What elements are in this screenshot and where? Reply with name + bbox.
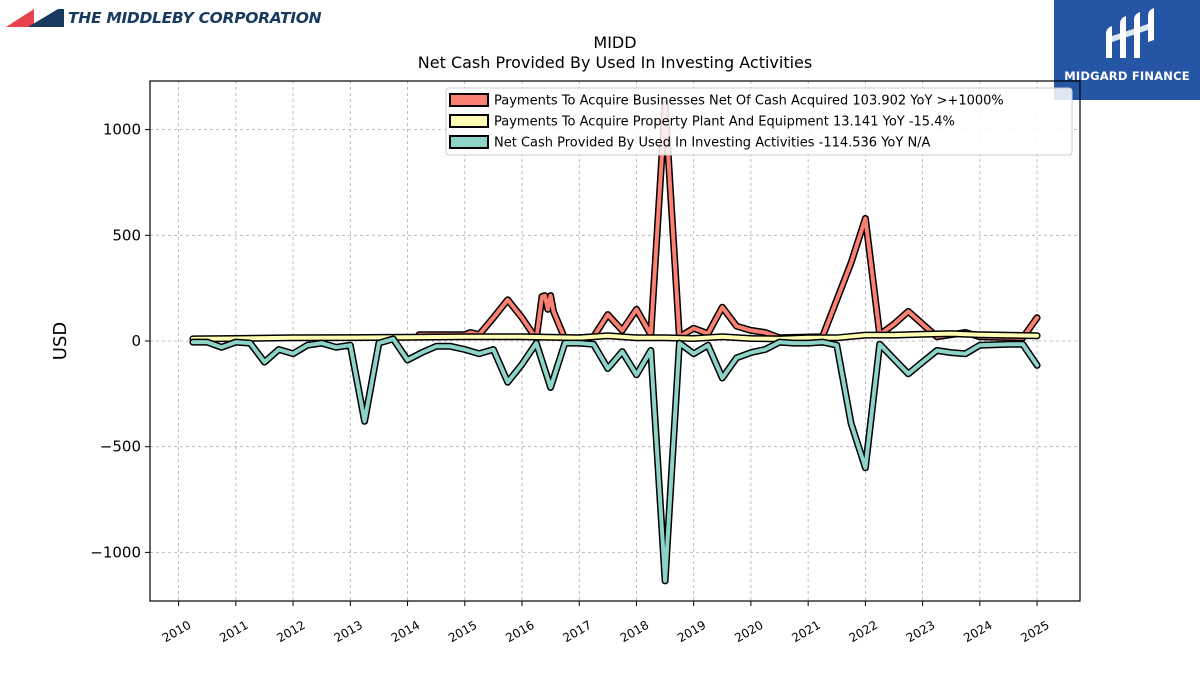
x-tick-label: 2023 [904,618,937,645]
series-line-3 [190,336,1040,583]
chart-title: MIDD [593,33,636,52]
y-axis-label: USD [50,322,71,360]
legend: Payments To Acquire Businesses Net Of Ca… [445,87,1073,156]
x-tick-label: 2022 [847,618,880,645]
legend-box [445,87,1073,156]
legend-label-1: Payments To Acquire Businesses Net Of Ca… [494,94,1004,109]
y-tick-label: −500 [100,438,141,456]
brand-right-text: MIDGARD FINANCE [1064,69,1190,83]
x-tick-label: 2016 [503,618,536,645]
series-line-2 [190,331,1040,341]
x-tick-label: 2012 [274,618,307,645]
x-tick-label: 2018 [618,618,651,645]
x-tick-label: 2011 [217,618,250,645]
x-tick-label: 2017 [561,618,594,645]
chart-subtitle: Net Cash Provided By Used In Investing A… [418,53,812,72]
series-outline-3 [189,335,1041,585]
x-tick-label: 2021 [789,618,822,645]
x-tick-label: 2014 [389,618,422,645]
brand-left-text: THE MIDDLEBY CORPORATION [68,9,322,27]
y-tick-label: −1000 [90,543,141,561]
brand-logo-left: THE MIDDLEBY CORPORATION [6,6,322,30]
legend-label-3: Net Cash Provided By Used In Investing A… [494,136,931,151]
red-navy-triangles-icon [6,9,64,27]
x-tick-label: 2024 [961,618,994,645]
legend-swatch-1 [449,93,489,107]
x-tick-label: 2013 [332,618,365,645]
y-tick-label: 1000 [103,121,141,139]
y-tick-label: 500 [112,226,141,244]
y-tick-label: 0 [131,332,141,350]
x-tick-label: 2025 [1018,618,1051,645]
series-layer [189,100,1041,585]
legend-swatch-3 [449,135,489,149]
x-axis: 2010 2011 2012 2013 2014 2015 2016 2017 2018 2019… [160,601,1052,645]
midgard-m-icon [1106,8,1154,58]
y-axis: −1000 −500 0 500 1000 [90,121,150,561]
brand-logo-right: MIDGARD FINANCE [1054,0,1200,100]
legend-swatch-2 [449,114,489,128]
x-tick-label: 2010 [160,618,193,645]
x-tick-label: 2015 [446,618,479,645]
legend-label-2: Payments To Acquire Property Plant And E… [494,115,955,130]
x-tick-label: 2020 [732,618,765,645]
x-tick-label: 2019 [675,618,708,645]
